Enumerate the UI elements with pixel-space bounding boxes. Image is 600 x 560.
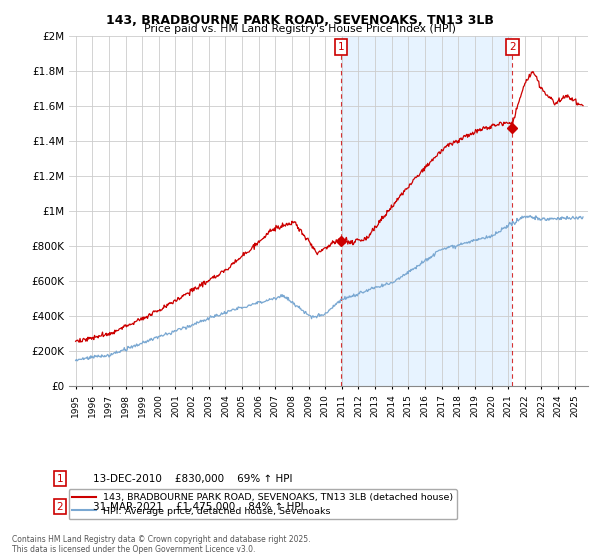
Text: 1: 1 [56, 474, 64, 484]
Legend: 143, BRADBOURNE PARK ROAD, SEVENOAKS, TN13 3LB (detached house), HPI: Average pr: 143, BRADBOURNE PARK ROAD, SEVENOAKS, TN… [68, 489, 457, 520]
Text: 143, BRADBOURNE PARK ROAD, SEVENOAKS, TN13 3LB: 143, BRADBOURNE PARK ROAD, SEVENOAKS, TN… [106, 14, 494, 27]
Bar [341, 36, 512, 386]
Text: 2: 2 [56, 502, 64, 512]
Text: Contains HM Land Registry data © Crown copyright and database right 2025.
This d: Contains HM Land Registry data © Crown c… [12, 535, 311, 554]
Text: Price paid vs. HM Land Registry's House Price Index (HPI): Price paid vs. HM Land Registry's House … [144, 24, 456, 34]
Text: 1: 1 [338, 42, 344, 52]
Text: 13-DEC-2010    £830,000    69% ↑ HPI: 13-DEC-2010 £830,000 69% ↑ HPI [93, 474, 293, 484]
Text: 31-MAR-2021    £1,475,000    84% ↑ HPI: 31-MAR-2021 £1,475,000 84% ↑ HPI [93, 502, 304, 512]
Text: 2: 2 [509, 42, 515, 52]
